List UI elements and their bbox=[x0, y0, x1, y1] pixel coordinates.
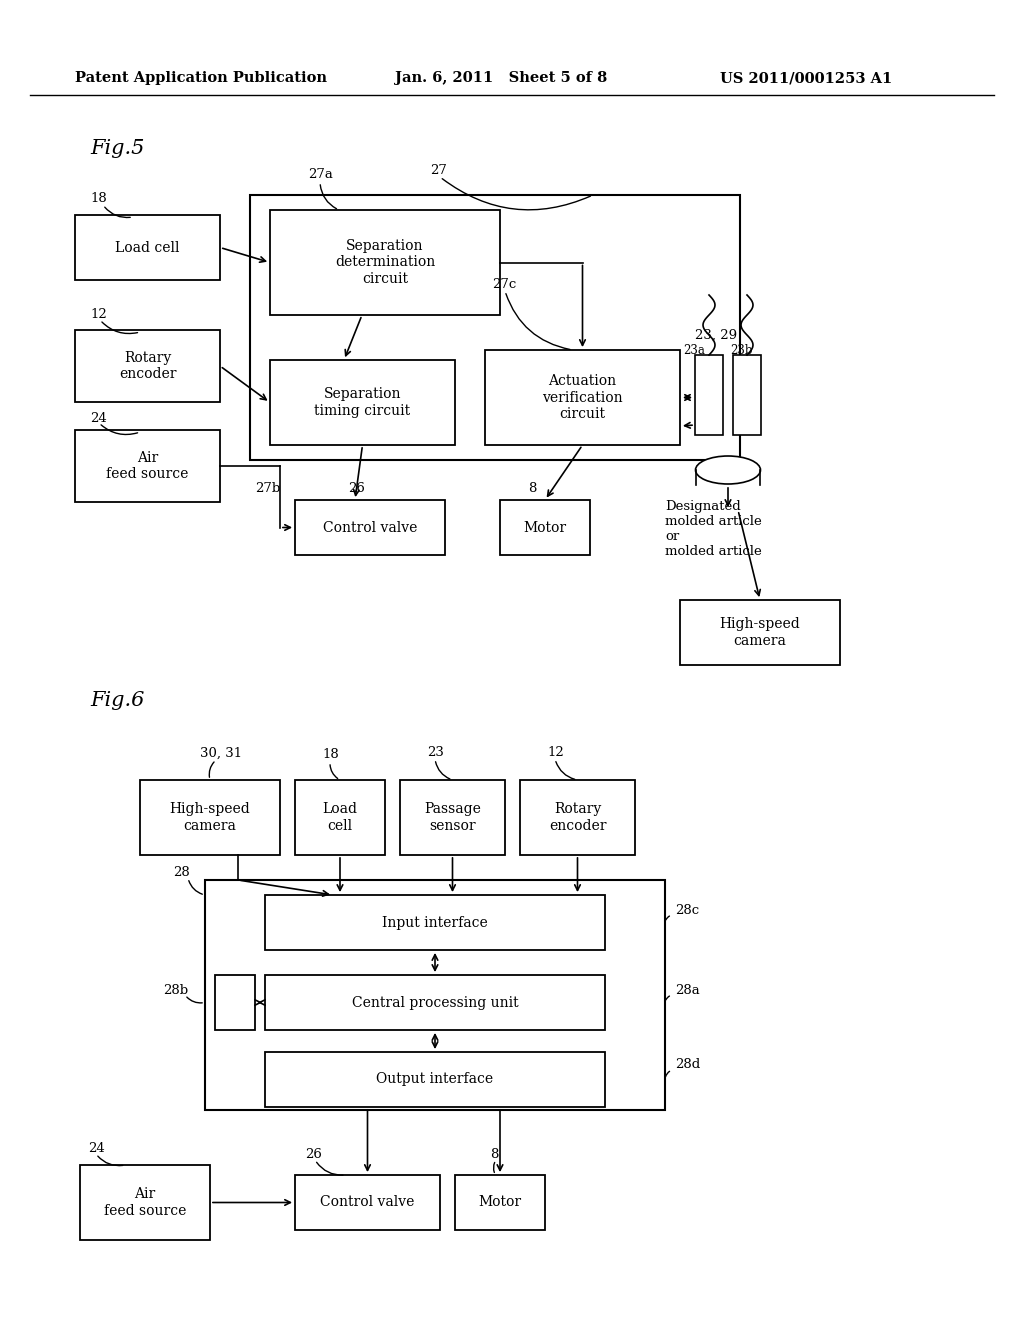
Text: Rotary
encoder: Rotary encoder bbox=[119, 351, 176, 381]
Bar bbox=[250, 195, 740, 459]
Text: US 2011/0001253 A1: US 2011/0001253 A1 bbox=[720, 71, 892, 84]
Text: 26: 26 bbox=[348, 482, 365, 495]
Bar bbox=[733, 355, 761, 436]
Bar bbox=[75, 330, 220, 403]
Text: Output interface: Output interface bbox=[377, 1072, 494, 1086]
Text: Rotary
encoder: Rotary encoder bbox=[549, 803, 606, 833]
Text: 28d: 28d bbox=[675, 1059, 700, 1072]
Text: 28: 28 bbox=[173, 866, 189, 879]
Bar bbox=[695, 355, 723, 436]
Text: Motor: Motor bbox=[523, 520, 566, 535]
Text: 27: 27 bbox=[430, 164, 446, 177]
Bar bbox=[265, 895, 605, 950]
Text: Input interface: Input interface bbox=[382, 916, 487, 929]
Text: 28c: 28c bbox=[675, 903, 699, 916]
Text: Load
cell: Load cell bbox=[323, 803, 357, 833]
Bar bbox=[215, 975, 255, 1030]
Bar bbox=[400, 780, 505, 855]
Text: 18: 18 bbox=[322, 748, 339, 762]
Bar bbox=[205, 880, 665, 1110]
Bar bbox=[75, 430, 220, 502]
Text: 8: 8 bbox=[490, 1148, 499, 1162]
Bar bbox=[80, 1166, 210, 1239]
Text: Actuation
verification
circuit: Actuation verification circuit bbox=[542, 375, 623, 421]
Text: 12: 12 bbox=[90, 309, 106, 322]
Bar bbox=[265, 975, 605, 1030]
Text: 27b: 27b bbox=[255, 482, 281, 495]
Text: Control valve: Control valve bbox=[323, 520, 417, 535]
Text: 26: 26 bbox=[305, 1148, 322, 1162]
Bar bbox=[455, 1175, 545, 1230]
Bar bbox=[295, 780, 385, 855]
Text: 18: 18 bbox=[90, 191, 106, 205]
Text: Separation
determination
circuit: Separation determination circuit bbox=[335, 239, 435, 285]
Bar bbox=[140, 780, 280, 855]
Text: 23: 23 bbox=[427, 746, 443, 759]
Text: Passage
sensor: Passage sensor bbox=[424, 803, 481, 833]
Text: 8: 8 bbox=[528, 482, 537, 495]
Text: Motor: Motor bbox=[478, 1196, 521, 1209]
Bar bbox=[265, 1052, 605, 1107]
Text: 28b: 28b bbox=[163, 983, 188, 997]
Bar bbox=[75, 215, 220, 280]
Text: Patent Application Publication: Patent Application Publication bbox=[75, 71, 327, 84]
Bar bbox=[270, 360, 455, 445]
Text: 24: 24 bbox=[90, 412, 106, 425]
Text: 12: 12 bbox=[547, 746, 564, 759]
Bar bbox=[485, 350, 680, 445]
Text: High-speed
camera: High-speed camera bbox=[720, 618, 801, 648]
Text: 23, 29: 23, 29 bbox=[695, 329, 737, 342]
Text: Central processing unit: Central processing unit bbox=[351, 995, 518, 1010]
Bar bbox=[295, 500, 445, 554]
Text: Separation
timing circuit: Separation timing circuit bbox=[314, 387, 411, 417]
Text: 28a: 28a bbox=[675, 983, 699, 997]
Text: Fig.5: Fig.5 bbox=[90, 139, 144, 157]
Text: High-speed
camera: High-speed camera bbox=[170, 803, 251, 833]
Text: 27c: 27c bbox=[492, 279, 516, 292]
Text: Air
feed source: Air feed source bbox=[103, 1188, 186, 1217]
Text: Air
feed source: Air feed source bbox=[106, 451, 188, 480]
Text: 24: 24 bbox=[88, 1142, 104, 1155]
Bar bbox=[295, 1175, 440, 1230]
Text: Designated
molded article
or
molded article: Designated molded article or molded arti… bbox=[665, 500, 762, 558]
Bar bbox=[680, 601, 840, 665]
Text: Jan. 6, 2011   Sheet 5 of 8: Jan. 6, 2011 Sheet 5 of 8 bbox=[395, 71, 607, 84]
Text: 23b: 23b bbox=[730, 343, 753, 356]
Bar bbox=[270, 210, 500, 315]
Ellipse shape bbox=[695, 455, 761, 484]
Text: 23a: 23a bbox=[683, 343, 705, 356]
Bar bbox=[500, 500, 590, 554]
Text: Control valve: Control valve bbox=[321, 1196, 415, 1209]
Text: Load cell: Load cell bbox=[116, 240, 180, 255]
Text: 27a: 27a bbox=[308, 169, 333, 181]
Bar bbox=[520, 780, 635, 855]
Text: 30, 31: 30, 31 bbox=[200, 747, 242, 759]
Text: Fig.6: Fig.6 bbox=[90, 690, 144, 710]
